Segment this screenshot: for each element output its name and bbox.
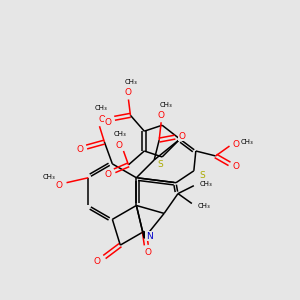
Text: O: O xyxy=(115,140,122,149)
Text: O: O xyxy=(55,181,62,190)
Text: O: O xyxy=(76,146,83,154)
Text: CH₃: CH₃ xyxy=(125,79,138,85)
Text: CH₃: CH₃ xyxy=(113,131,126,137)
Text: CH₃: CH₃ xyxy=(200,181,212,187)
Text: O: O xyxy=(125,88,132,97)
Text: CH₃: CH₃ xyxy=(197,203,210,209)
Text: CH₃: CH₃ xyxy=(95,105,108,111)
Text: S: S xyxy=(199,171,205,180)
Text: O: O xyxy=(104,118,111,127)
Text: O: O xyxy=(145,248,152,256)
Text: O: O xyxy=(233,140,240,148)
Text: O: O xyxy=(178,132,185,141)
Text: S: S xyxy=(157,113,163,122)
Text: S: S xyxy=(157,160,163,169)
Text: CH₃: CH₃ xyxy=(160,102,172,108)
Text: N: N xyxy=(146,232,152,241)
Text: O: O xyxy=(94,257,101,266)
Text: O: O xyxy=(104,170,111,179)
Text: O: O xyxy=(233,162,240,171)
Text: O: O xyxy=(99,115,106,124)
Text: O: O xyxy=(158,111,165,120)
Text: CH₃: CH₃ xyxy=(241,139,254,145)
Text: CH₃: CH₃ xyxy=(42,174,55,180)
